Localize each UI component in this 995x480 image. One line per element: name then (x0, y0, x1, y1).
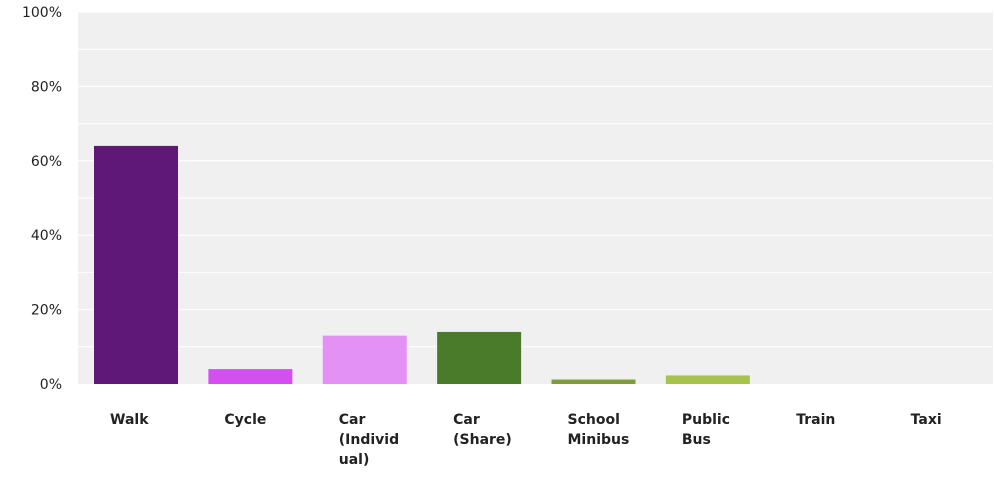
y-tick-label: 20% (31, 303, 62, 319)
y-axis-tick-labels: 0% 20% 40% 60% 80% 100% (22, 5, 62, 393)
bar-walk (94, 145, 178, 384)
y-tick-label: 60% (31, 154, 62, 170)
x-axis-tick-labels: Walk Cycle Car (Individ ual) Car (Share) School… (110, 412, 942, 468)
y-tick-label: 0% (40, 377, 62, 393)
x-tick-label: Car (Individ ual) (339, 412, 399, 468)
x-tick-label: Cycle (224, 412, 266, 428)
y-tick-label: 100% (22, 5, 62, 21)
bars (94, 145, 750, 384)
x-tick-label: Train (796, 412, 835, 428)
bar-car-individ-ual (322, 335, 407, 384)
gridlines (78, 11, 993, 348)
x-tick-label: Public Bus (682, 412, 730, 448)
x-tick-label: Walk (110, 412, 149, 428)
bar-public-bus (665, 375, 750, 384)
bar-cycle (208, 369, 293, 384)
x-tick-label: Taxi (911, 412, 942, 428)
y-tick-label: 80% (31, 79, 62, 95)
x-tick-label: School Minibus (568, 412, 630, 448)
y-tick-label: 40% (31, 228, 62, 244)
bar-car-share (437, 331, 522, 384)
bar-school-minibus (551, 379, 636, 384)
x-tick-label: Car (Share) (453, 412, 512, 448)
